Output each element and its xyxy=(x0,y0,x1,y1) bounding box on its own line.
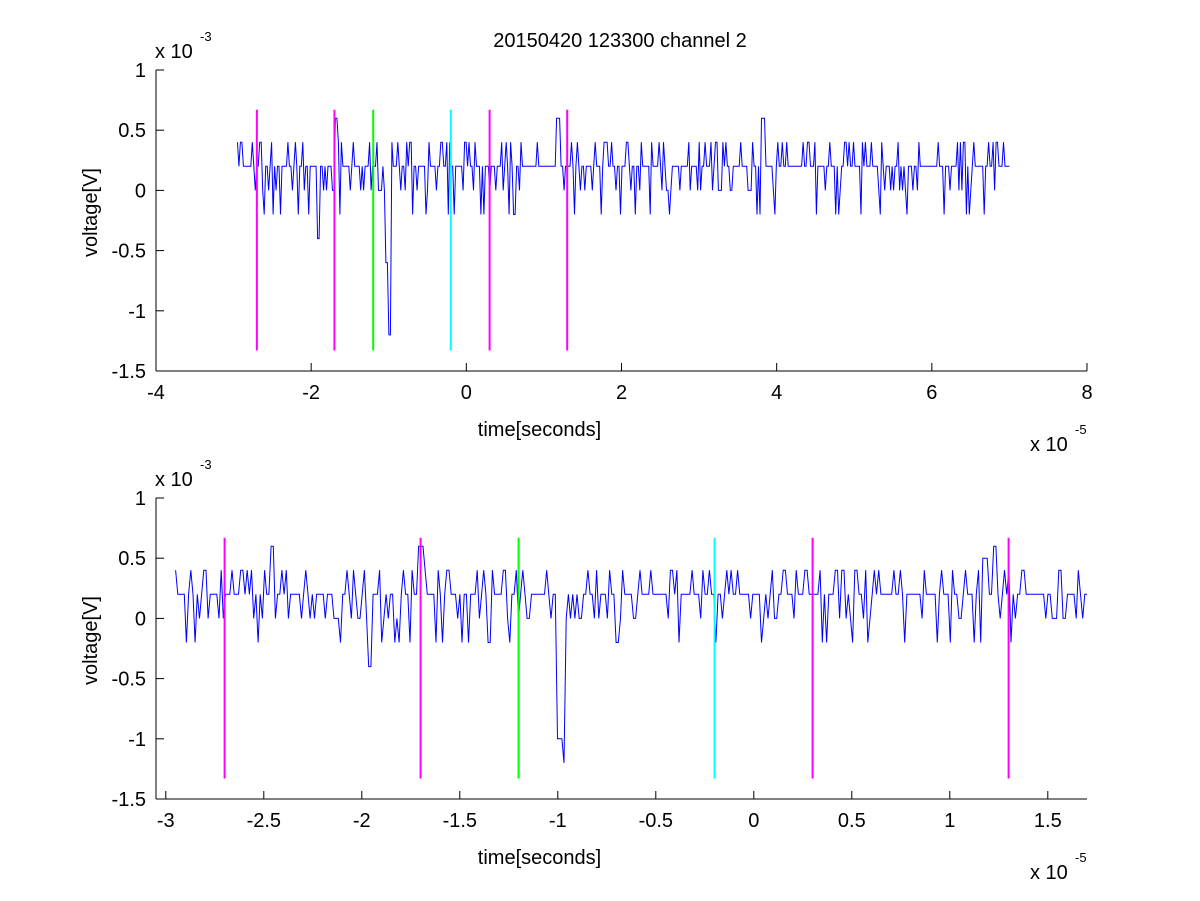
x-tick-label: 6 xyxy=(926,382,937,404)
x-tick-label: -2 xyxy=(302,382,320,404)
x-tick-label: 4 xyxy=(771,382,782,404)
x-tick-label: 0.5 xyxy=(838,810,866,832)
voltage-trace xyxy=(237,117,1010,336)
y-tick-label: -1 xyxy=(128,729,146,751)
x-tick-label: 0 xyxy=(748,810,759,832)
x-tick-label: -1.5 xyxy=(443,810,477,832)
plot-top: -4 -2 0 2 4 6 8 -1.5 -1 -0.5 0 0.5 1 time[seconds] vol… xyxy=(80,29,1093,456)
x-exponent-multiplier: x 10 xyxy=(1030,862,1068,884)
y-axis-label: voltage[V] xyxy=(80,596,102,685)
y-tick-label: 0.5 xyxy=(118,120,146,142)
y-exponent-multiplier: x 10 xyxy=(155,469,193,491)
y-tick-label: 1 xyxy=(135,60,146,82)
x-tick-label: 2 xyxy=(616,382,627,404)
y-tick-label: 1 xyxy=(135,488,146,510)
x-tick-label: -1 xyxy=(549,810,567,832)
x-axis-label: time[seconds] xyxy=(478,847,601,869)
x-tick-label: -2 xyxy=(353,810,371,832)
plot-bottom: -3 -2.5 -2 -1.5 -1 -0.5 0 0.5 1 1.5 -1.5 -1 -0.5 0 0.5… xyxy=(80,457,1087,884)
x-exponent: -5 xyxy=(1075,850,1087,865)
y-tick-label: -0.5 xyxy=(112,241,146,263)
y-tick-label: 0 xyxy=(135,608,146,630)
y-axis-label: voltage[V] xyxy=(80,168,102,257)
y-tick-label: -1.5 xyxy=(112,361,146,383)
x-tick-label: -4 xyxy=(147,382,165,404)
figure-title: 20150420 123300 channel 2 xyxy=(493,30,747,52)
x-tick-label: 1.5 xyxy=(1034,810,1062,832)
y-exponent: -3 xyxy=(200,29,212,44)
x-tick-label: 1 xyxy=(944,810,955,832)
x-exponent-multiplier: x 10 xyxy=(1030,434,1068,456)
x-tick-label: 8 xyxy=(1081,382,1092,404)
voltage-trace xyxy=(175,545,1087,763)
x-tick-label: 0 xyxy=(461,382,472,404)
y-tick-label: -1 xyxy=(128,301,146,323)
x-exponent: -5 xyxy=(1075,422,1087,437)
y-exponent: -3 xyxy=(200,457,212,472)
x-tick-label: -0.5 xyxy=(639,810,673,832)
x-tick-label: -2.5 xyxy=(247,810,281,832)
y-exponent-multiplier: x 10 xyxy=(155,41,193,63)
y-tick-label: 0.5 xyxy=(118,548,146,570)
y-tick-label: 0 xyxy=(135,180,146,202)
y-tick-label: -0.5 xyxy=(112,669,146,691)
x-axis-label: time[seconds] xyxy=(478,419,601,441)
y-tick-label: -1.5 xyxy=(112,789,146,811)
x-tick-label: -3 xyxy=(157,810,175,832)
